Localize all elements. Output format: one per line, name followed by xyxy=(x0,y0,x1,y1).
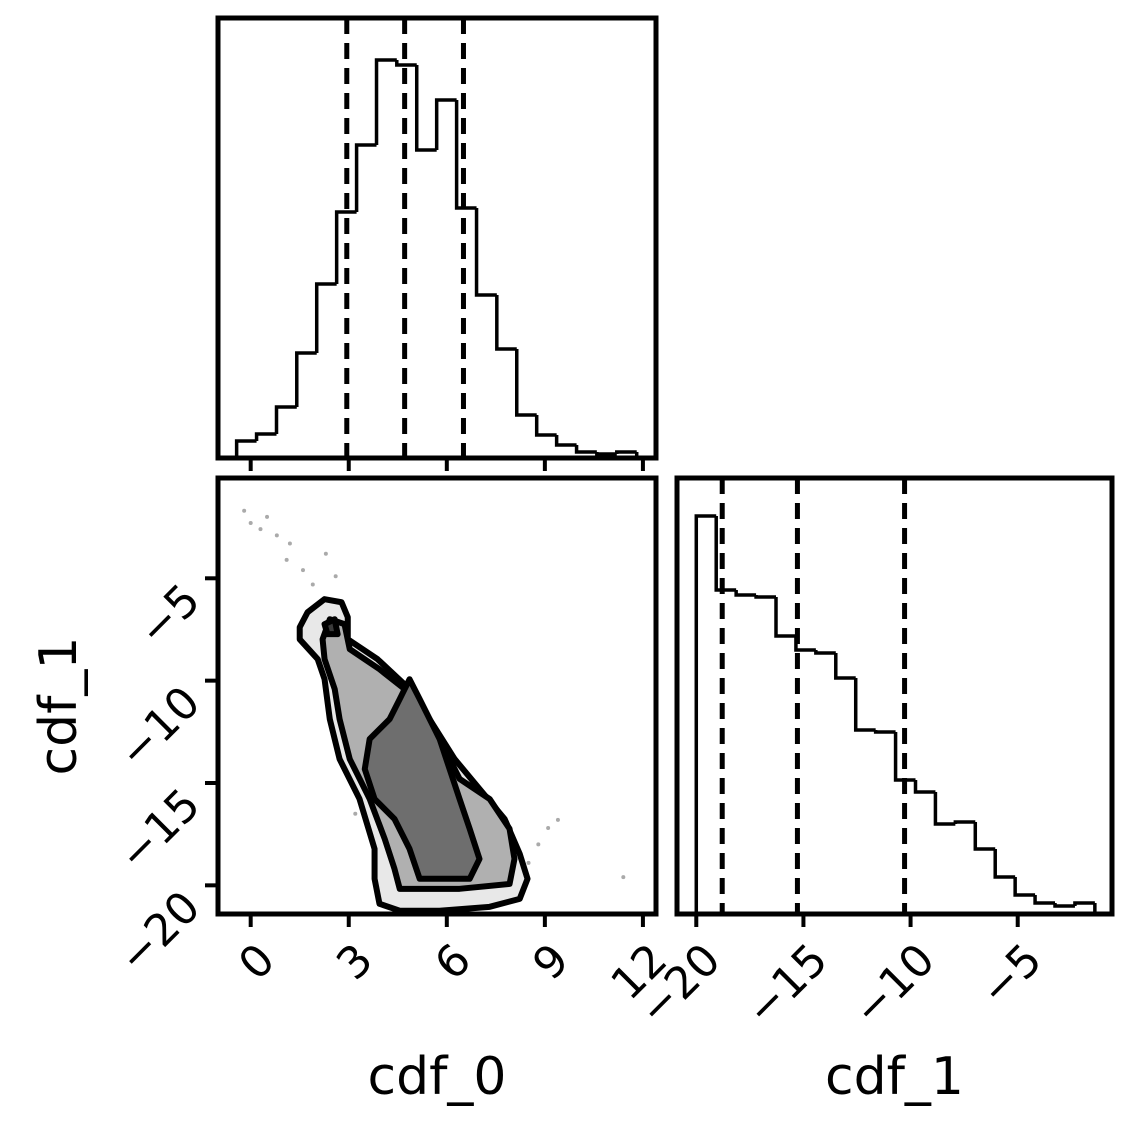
x-axis-label: cdf_0 xyxy=(368,1047,507,1107)
x-tick-label: 3 xyxy=(327,934,383,990)
histogram-step xyxy=(1013,877,1036,897)
histogram-step xyxy=(1033,895,1055,905)
histogram-step xyxy=(354,143,377,212)
y-axis-label: cdf_1 xyxy=(29,637,89,776)
sample-point xyxy=(555,817,560,822)
contour xyxy=(321,616,341,638)
sample-point xyxy=(300,568,305,573)
histogram-step xyxy=(295,351,317,407)
histogram-step xyxy=(314,282,337,353)
sample-point xyxy=(546,826,551,831)
y-tick-label: −5 xyxy=(128,575,210,657)
histogram-step xyxy=(454,100,477,210)
sample-point xyxy=(536,842,541,847)
histogram-step xyxy=(873,730,896,734)
histogram-step xyxy=(734,590,757,597)
histogram-step xyxy=(694,514,717,914)
x-tick-label: 9 xyxy=(523,934,579,990)
x-tick-label: 0 xyxy=(229,934,285,990)
sample-point xyxy=(258,527,263,532)
x-tick-label: −15 xyxy=(736,934,838,1036)
panel-frame xyxy=(674,475,1115,917)
histogram-step xyxy=(574,445,597,454)
histogram-step xyxy=(495,295,517,351)
sample-point xyxy=(333,574,338,579)
histogram-step xyxy=(893,732,916,782)
histogram-step xyxy=(1053,903,1075,908)
histogram-step xyxy=(933,792,956,826)
x-tick-label: 6 xyxy=(425,934,481,990)
y-tick-label: −10 xyxy=(109,677,211,779)
sample-point xyxy=(621,875,626,880)
histogram-step xyxy=(953,820,976,824)
histogram-step xyxy=(714,516,737,592)
sample-point xyxy=(242,508,247,513)
histogram-step xyxy=(615,450,637,454)
sample-point xyxy=(353,811,358,816)
histogram-step xyxy=(814,650,836,655)
histogram-step xyxy=(834,653,856,680)
histogram-step xyxy=(774,597,796,638)
histogram-step xyxy=(595,452,617,456)
histogram-step xyxy=(754,595,776,599)
sample-point xyxy=(265,514,270,519)
panel-frame xyxy=(215,15,659,461)
sample-point xyxy=(248,521,253,526)
panel-frame xyxy=(215,475,659,917)
y-tick-label: −15 xyxy=(109,779,211,881)
histogram-step xyxy=(913,780,936,794)
histogram-step xyxy=(853,678,876,732)
histogram-step xyxy=(395,60,417,67)
sample-point xyxy=(310,582,315,587)
histogram-step xyxy=(973,822,996,851)
histogram-step xyxy=(474,208,497,297)
histogram-step xyxy=(414,65,437,152)
histogram-step xyxy=(1073,901,1095,906)
sample-point xyxy=(274,533,279,538)
histogram-step xyxy=(515,349,537,417)
x-axis-label: cdf_1 xyxy=(825,1047,964,1107)
y-tick-label: −20 xyxy=(109,882,211,984)
contour xyxy=(361,676,483,882)
histogram-step xyxy=(334,210,357,284)
histogram-step xyxy=(993,849,1016,879)
histogram-step xyxy=(434,98,457,150)
sample-point xyxy=(526,860,531,865)
sample-point xyxy=(284,557,289,562)
x-tick-label: −10 xyxy=(843,934,945,1036)
histogram-step xyxy=(274,405,297,434)
histogram-step xyxy=(374,58,397,145)
histogram-step xyxy=(254,432,277,441)
histogram-step xyxy=(534,415,557,437)
x-tick-label: −5 xyxy=(970,934,1052,1016)
sample-point xyxy=(323,551,328,556)
sample-point xyxy=(287,541,292,546)
histogram-step xyxy=(554,435,577,447)
histogram-step xyxy=(234,439,257,458)
